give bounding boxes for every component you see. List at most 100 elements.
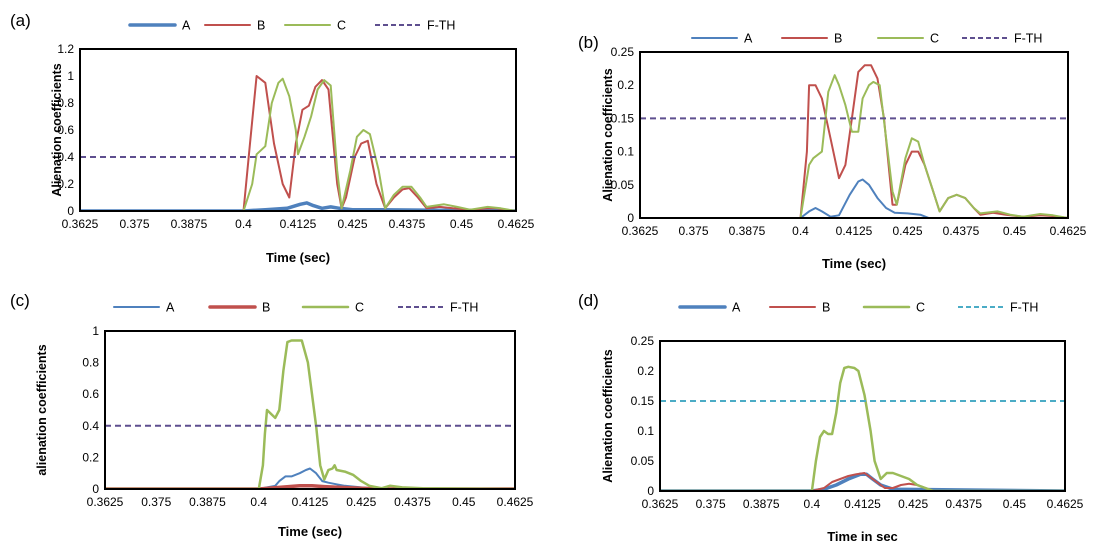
x-tick-label: 0.45 <box>452 495 476 509</box>
legend-label: A <box>732 301 741 315</box>
y-tick-label: 1 <box>67 69 74 83</box>
legend-label: F-TH <box>427 19 455 33</box>
y-tick-label: 0.1 <box>637 424 654 438</box>
plot-area <box>105 339 515 489</box>
panel-label: (a) <box>10 11 31 30</box>
x-tick-label: 0.4625 <box>498 217 535 231</box>
series-line-a <box>640 178 1068 218</box>
y-tick-label: 0.4 <box>82 419 99 433</box>
x-tick-label: 0.3625 <box>642 497 679 511</box>
y-tick-label: 0 <box>647 484 654 498</box>
y-axis-title: alienation coefficients <box>35 344 49 475</box>
y-tick-label: 0.6 <box>57 123 74 137</box>
legend-label: A <box>182 19 191 33</box>
x-tick-label: 0.4375 <box>943 224 980 238</box>
x-tick-label: 0.4 <box>250 495 267 509</box>
plot-frame <box>639 51 1069 219</box>
y-tick-label: 0.05 <box>631 454 655 468</box>
plot-frame <box>659 340 1066 492</box>
y-tick-label: 1.2 <box>57 42 74 56</box>
chart-panel: (b) 0 0.05 0.1 0.15 0.2 0.25 0.3625 0.375 0.3875 0… <box>578 32 1087 272</box>
y-tick-label: 0.6 <box>82 387 99 401</box>
x-tick-label: 0.3625 <box>62 217 99 231</box>
plot-frame <box>79 48 517 212</box>
y-axis-title: Alienation coefficients <box>601 349 615 482</box>
legend-label: F-TH <box>1010 301 1038 315</box>
y-tick-label: 0.1 <box>617 145 634 159</box>
x-tick-label: 0.4 <box>804 497 821 511</box>
panel-label: (c) <box>10 291 30 310</box>
x-tick-label: 0.3875 <box>171 217 208 231</box>
y-tick-label: 0.8 <box>57 96 74 110</box>
x-tick-label: 0.425 <box>898 497 928 511</box>
plot-area <box>80 75 516 211</box>
y-tick-label: 0 <box>67 204 74 218</box>
x-tick-label: 0.45 <box>1003 224 1027 238</box>
y-tick-label: 0.2 <box>57 177 74 191</box>
series-line-b <box>80 75 516 211</box>
x-tick-label: 0.4375 <box>389 217 426 231</box>
y-axis-title: Alienation coefficients <box>50 63 64 196</box>
x-tick-label: 0.425 <box>892 224 922 238</box>
y-tick-label: 0.25 <box>611 45 635 59</box>
x-tick-label: 0.375 <box>696 497 726 511</box>
legend-label: C <box>355 301 364 315</box>
x-tick-label: 0.4 <box>792 224 809 238</box>
chart-panel: (d) 0 0.05 0.1 0.15 0.2 0.25 0.3625 0.375 0.3875 0… <box>578 291 1084 544</box>
y-tick-label: 0.05 <box>611 178 635 192</box>
series-line-c <box>105 339 515 489</box>
x-tick-label: 0.375 <box>119 217 149 231</box>
y-tick-label: 0.2 <box>82 450 99 464</box>
x-tick-label: 0.4125 <box>844 497 881 511</box>
legend-label: F-TH <box>450 301 478 315</box>
plot-area <box>660 365 1065 491</box>
x-tick-label: 0.3625 <box>87 495 124 509</box>
x-tick-label: 0.45 <box>1003 497 1027 511</box>
x-tick-label: 0.3625 <box>622 224 659 238</box>
y-tick-label: 0.15 <box>631 394 655 408</box>
legend-label: B <box>834 32 842 46</box>
y-axis-title: Alienation coefficients <box>601 68 615 201</box>
chart-panel: (c) 0 0.2 0.4 0.6 0.8 1 0.3625 0.375 0.3875 0.4 0.4… <box>10 291 534 539</box>
legend-label: A <box>166 301 175 315</box>
legend-label: A <box>744 32 753 46</box>
panel-label: (b) <box>578 33 599 52</box>
legend-label: C <box>916 301 925 315</box>
x-tick-label: 0.4125 <box>836 224 873 238</box>
x-tick-label: 0.4375 <box>945 497 982 511</box>
legend-label: B <box>257 19 265 33</box>
x-axis-title: Time (sec) <box>822 256 886 271</box>
x-tick-label: 0.3875 <box>189 495 226 509</box>
x-tick-label: 0.3875 <box>729 224 766 238</box>
series-line-c <box>80 77 516 211</box>
panel-label: (d) <box>578 291 599 310</box>
legend-label: C <box>337 19 346 33</box>
plot-area <box>640 64 1068 218</box>
y-tick-label: 0.4 <box>57 150 74 164</box>
series-line-c <box>640 74 1068 218</box>
legend-label: F-TH <box>1014 32 1042 46</box>
x-tick-label: 0.3875 <box>743 497 780 511</box>
x-tick-label: 0.425 <box>337 217 367 231</box>
y-tick-label: 0.2 <box>617 78 634 92</box>
x-tick-label: 0.4625 <box>497 495 534 509</box>
x-tick-label: 0.4625 <box>1047 497 1084 511</box>
series-line-b <box>640 64 1068 218</box>
x-axis-title: Time (sec) <box>266 250 330 265</box>
series-line-a <box>660 472 1065 491</box>
legend-label: B <box>262 301 270 315</box>
x-axis-title: Time (sec) <box>278 524 342 539</box>
chart-panel: (a) 0 0.2 0.4 0.6 0.8 1 1.2 0.3625 0.375 0.3875 0.4… <box>10 11 535 265</box>
x-tick-label: 0.4375 <box>394 495 431 509</box>
y-tick-label: 0 <box>92 482 99 496</box>
x-tick-label: 0.45 <box>450 217 474 231</box>
legend-label: C <box>930 32 939 46</box>
x-tick-label: 0.375 <box>678 224 708 238</box>
x-tick-label: 0.425 <box>346 495 376 509</box>
plot-frame <box>104 330 516 490</box>
legend-label: B <box>822 301 830 315</box>
series-line-a <box>80 201 516 211</box>
y-tick-label: 1 <box>92 324 99 338</box>
y-tick-label: 0.2 <box>637 364 654 378</box>
